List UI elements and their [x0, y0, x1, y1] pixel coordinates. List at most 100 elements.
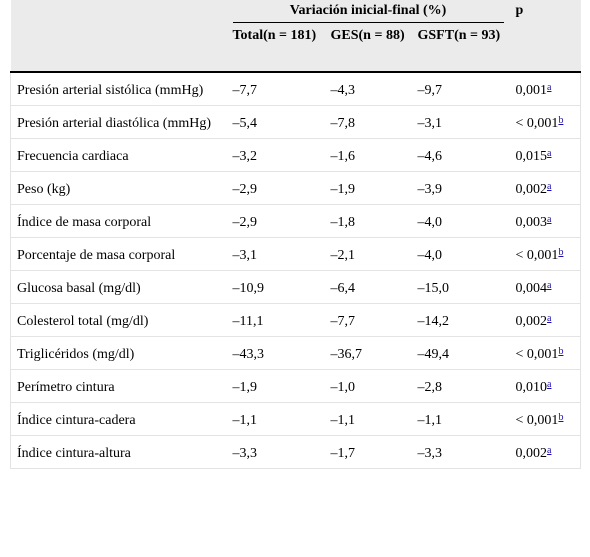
cell-total: –2,9	[226, 204, 325, 238]
cell-total: –3,1	[226, 237, 325, 271]
p-value: 0,015	[515, 149, 548, 164]
footnote-link[interactable]: a	[547, 280, 552, 291]
table-row: Presión arterial diastólica (mmHg) –5,4 –7…	[10, 105, 582, 139]
cell-p: < 0,001b	[509, 105, 582, 139]
footnote-ref: b	[558, 344, 563, 357]
header-blank-2	[10, 23, 227, 72]
cell-ges: –7,7	[324, 303, 412, 337]
row-label: Porcentaje de masa corporal	[10, 237, 227, 271]
cell-p: < 0,001b	[509, 402, 582, 436]
p-value: < 0,001	[515, 248, 559, 263]
cell-ges: –1,6	[324, 138, 412, 172]
p-value: 0,001	[515, 83, 548, 98]
footnote-ref: a	[547, 80, 551, 93]
cell-p: 0,003a	[509, 204, 582, 238]
cell-ges: –1,8	[324, 204, 412, 238]
footnote-ref: b	[558, 410, 563, 423]
footnote-link[interactable]: b	[558, 346, 564, 357]
cell-gsft: –3,1	[411, 105, 510, 139]
footnote-link[interactable]: a	[547, 313, 552, 324]
footnote-ref: b	[558, 113, 563, 126]
cell-total: –3,3	[226, 435, 325, 469]
p-value: 0,003	[515, 215, 548, 230]
footnote-link[interactable]: a	[547, 214, 552, 225]
cell-p: 0,002a	[509, 435, 582, 469]
cell-p: 0,004a	[509, 270, 582, 304]
footnote-link[interactable]: a	[547, 379, 552, 390]
col-header-ges: GES(n = 88)	[324, 23, 412, 72]
footnote-link[interactable]: a	[547, 181, 552, 192]
footnote-ref: a	[547, 443, 551, 456]
cell-p: 0,002a	[509, 171, 582, 205]
table-row: Porcentaje de masa corporal –3,1 –2,1 –4,0 <…	[10, 237, 582, 271]
row-label: Peso (kg)	[10, 171, 227, 205]
table-row: Índice de masa corporal –2,9 –1,8 –4,0 0,003…	[10, 204, 582, 238]
p-value: 0,010	[515, 380, 548, 395]
p-value: 0,002	[515, 182, 548, 197]
group-header-label: Variación inicial-final (%)	[232, 0, 504, 23]
row-label: Índice cintura-altura	[10, 435, 227, 469]
header-blank	[10, 0, 227, 23]
footnote-link[interactable]: a	[547, 82, 552, 93]
table-row: Peso (kg) –2,9 –1,9 –3,9 0,002a	[10, 171, 582, 205]
row-label: Triglicéridos (mg/dl)	[10, 336, 227, 370]
cell-gsft: –4,0	[411, 237, 510, 271]
header-blank-p	[509, 23, 581, 72]
p-value: < 0,001	[515, 347, 559, 362]
table-body: Presión arterial sistólica (mmHg) –7,7 –4,…	[10, 72, 582, 469]
footnote-link[interactable]: a	[547, 445, 552, 456]
footnote-ref: a	[547, 179, 551, 192]
table-row: Índice cintura-cadera –1,1 –1,1 –1,1 < 0,001…	[10, 402, 582, 436]
table-container: Variación inicial-final (%) p Total(n = …	[10, 0, 590, 469]
row-label: Frecuencia cardiaca	[10, 138, 227, 172]
cell-p: 0,001a	[509, 72, 582, 106]
cell-ges: –36,7	[324, 336, 412, 370]
row-label: Presión arterial diastólica (mmHg)	[10, 105, 227, 139]
cell-ges: –7,8	[324, 105, 412, 139]
cell-p: < 0,001b	[509, 237, 582, 271]
table-row: Frecuencia cardiaca –3,2 –1,6 –4,6 0,015a	[10, 138, 582, 172]
row-label: Índice de masa corporal	[10, 204, 227, 238]
cell-p: < 0,001b	[509, 336, 582, 370]
row-label: Colesterol total (mg/dl)	[10, 303, 227, 337]
cell-ges: –1,1	[324, 402, 412, 436]
p-header: p	[509, 0, 581, 23]
cell-p: 0,015a	[509, 138, 582, 172]
cell-total: –3,2	[226, 138, 325, 172]
cell-total: –2,9	[226, 171, 325, 205]
footnote-link[interactable]: b	[558, 247, 564, 258]
footnote-ref: a	[547, 212, 551, 225]
row-label: Perímetro cintura	[10, 369, 227, 403]
results-table: Variación inicial-final (%) p Total(n = …	[10, 0, 582, 469]
footnote-ref: a	[547, 278, 551, 291]
cell-gsft: –14,2	[411, 303, 510, 337]
cell-ges: –1,9	[324, 171, 412, 205]
cell-gsft: –3,3	[411, 435, 510, 469]
p-value: 0,002	[515, 314, 548, 329]
cell-gsft: –9,7	[411, 72, 510, 106]
p-value: < 0,001	[515, 413, 559, 428]
cell-total: –43,3	[226, 336, 325, 370]
cell-gsft: –49,4	[411, 336, 510, 370]
col-header-gsft: GSFT(n = 93)	[411, 23, 510, 72]
footnote-link[interactable]: a	[547, 148, 552, 159]
table-row: Colesterol total (mg/dl) –11,1 –7,7 –14,2 0,…	[10, 303, 582, 337]
cell-ges: –1,0	[324, 369, 412, 403]
table-row: Glucosa basal (mg/dl) –10,9 –6,4 –15,0 0,004…	[10, 270, 582, 304]
cell-gsft: –1,1	[411, 402, 510, 436]
cell-total: –1,9	[226, 369, 325, 403]
row-label: Índice cintura-cadera	[10, 402, 227, 436]
cell-ges: –1,7	[324, 435, 412, 469]
footnote-ref: b	[558, 245, 563, 258]
footnote-link[interactable]: b	[558, 412, 564, 423]
cell-total: –1,1	[226, 402, 325, 436]
p-value: 0,004	[515, 281, 548, 296]
cell-p: 0,002a	[509, 303, 582, 337]
cell-gsft: –4,6	[411, 138, 510, 172]
footnote-link[interactable]: b	[558, 115, 564, 126]
footnote-ref: a	[547, 311, 551, 324]
cell-total: –10,9	[226, 270, 325, 304]
cell-gsft: –3,9	[411, 171, 510, 205]
cell-total: –7,7	[226, 72, 325, 106]
cell-total: –11,1	[226, 303, 325, 337]
